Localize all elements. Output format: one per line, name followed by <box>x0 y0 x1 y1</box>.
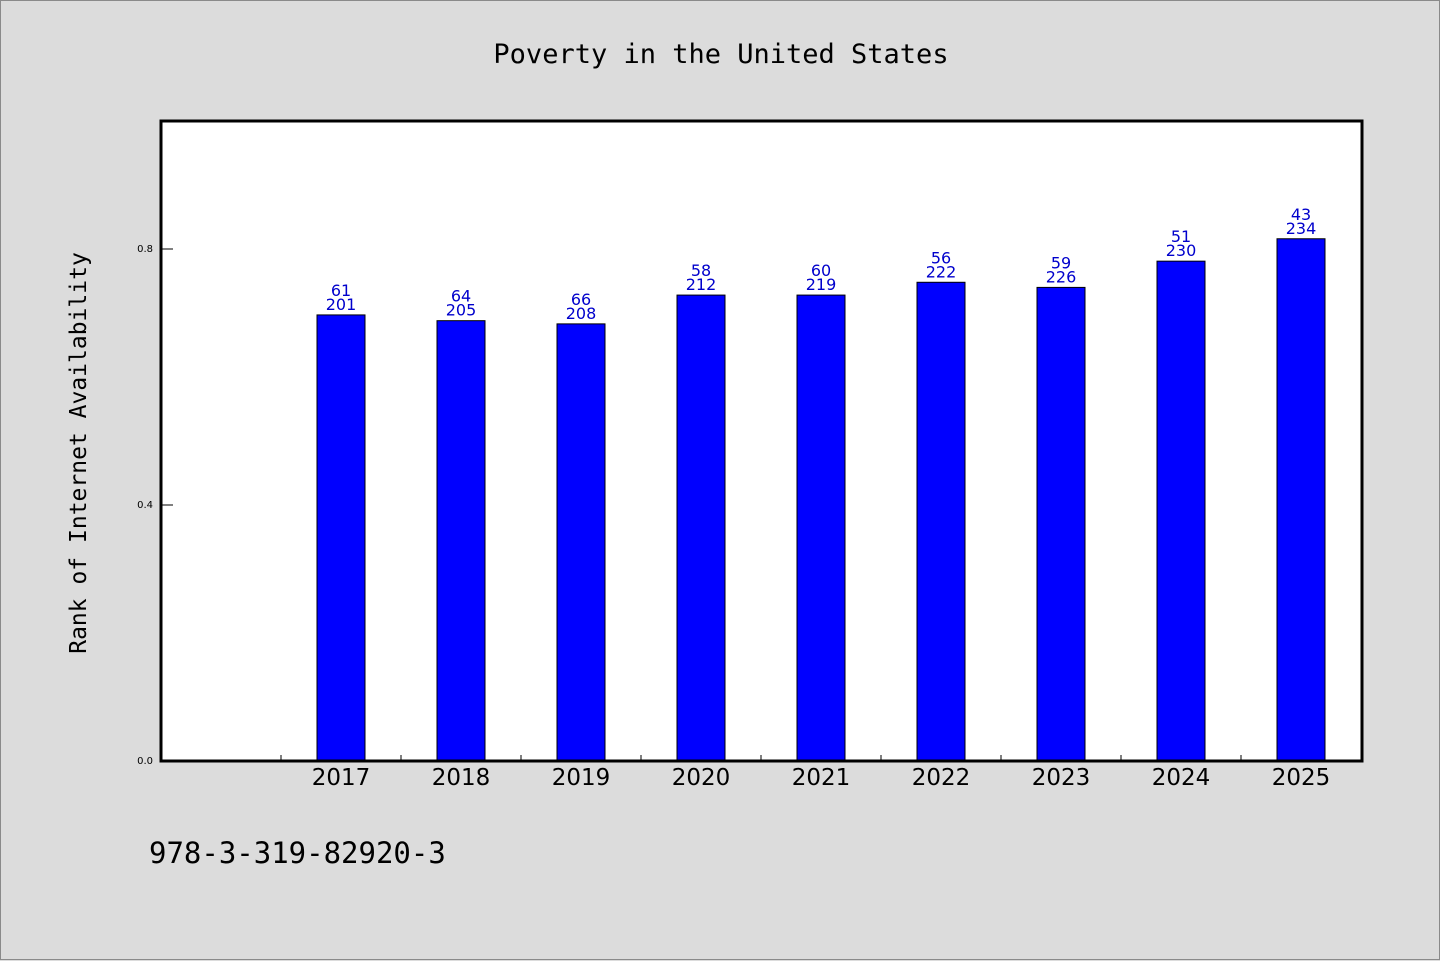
y-tick-label-0.0: 0.0 <box>137 756 153 767</box>
bar-2022 <box>916 281 966 762</box>
chart-title: Poverty in the United States <box>493 39 948 70</box>
bar-2019 <box>556 323 606 762</box>
data-label-lower-2021: 219 <box>806 275 837 294</box>
bar-2018 <box>436 320 486 762</box>
data-label-lower-2018: 205 <box>446 301 477 320</box>
y-tick-label-0.8: 0.8 <box>137 244 153 255</box>
bar-2025 <box>1276 238 1326 762</box>
x-tick-label-2025: 2025 <box>1272 765 1331 791</box>
x-tick-label-2017: 2017 <box>312 765 371 791</box>
bar-2017 <box>316 314 366 762</box>
data-label-lower-2020: 212 <box>686 275 717 294</box>
data-label-upper-2025: 43 <box>1291 205 1311 224</box>
data-label-lower-2023: 226 <box>1046 267 1077 286</box>
data-label-lower-2024: 230 <box>1166 241 1197 260</box>
data-label-lower-2019: 208 <box>566 304 597 323</box>
data-label-lower-2017: 201 <box>326 295 357 314</box>
data-label-lower-2025: 234 <box>1286 219 1317 238</box>
data-label-lower-2022: 222 <box>926 262 957 281</box>
data-label-upper-2017: 61 <box>331 281 351 300</box>
isbn-footer: 978-3-319-82920-3 <box>149 836 446 870</box>
data-label-upper-2021: 60 <box>811 261 831 280</box>
bar-2020 <box>676 294 726 762</box>
x-axis-ticks: 2017 2018 2019 2020 2021 2022 2023 2024 2025 <box>280 755 1362 791</box>
data-label-upper-2024: 51 <box>1171 227 1191 246</box>
x-tick-label-2024: 2024 <box>1152 765 1211 791</box>
y-tick-label-0.4: 0.4 <box>137 500 153 511</box>
data-label-upper-2019: 66 <box>571 290 591 309</box>
x-tick-label-2023: 2023 <box>1032 765 1091 791</box>
plot-border <box>159 119 1364 763</box>
data-label-upper-2022: 56 <box>931 248 951 267</box>
data-label-upper-2018: 64 <box>451 287 471 306</box>
bar-2024 <box>1156 260 1206 762</box>
x-tick-label-2020: 2020 <box>672 765 731 791</box>
x-tick-label-2018: 2018 <box>432 765 491 791</box>
bar-2021 <box>796 294 846 762</box>
data-label-upper-2020: 58 <box>691 261 711 280</box>
x-tick-label-2019: 2019 <box>552 765 611 791</box>
y-axis-label: Rank of Internet Availability <box>66 252 92 654</box>
data-label-upper-2023: 59 <box>1051 253 1071 272</box>
x-tick-label-2022: 2022 <box>912 765 971 791</box>
x-tick-label-2021: 2021 <box>792 765 851 791</box>
bar-2023 <box>1036 286 1086 762</box>
